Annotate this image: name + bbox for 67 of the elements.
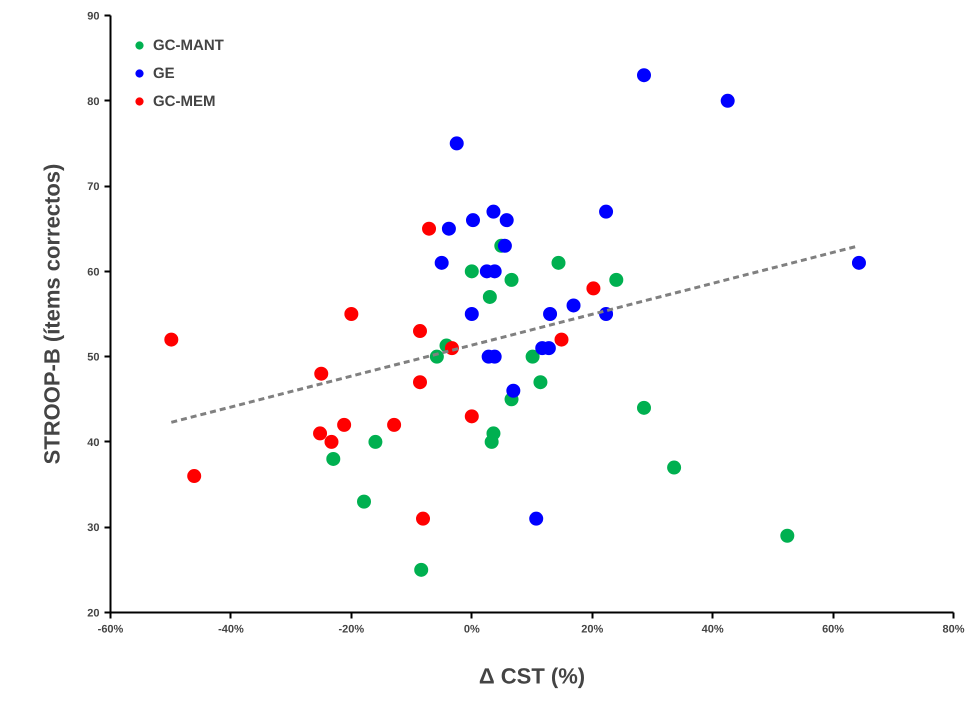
point <box>533 375 548 390</box>
y-tick-label: 70 <box>87 181 100 194</box>
point <box>466 213 480 228</box>
x-tick-label: 60% <box>822 624 844 636</box>
point <box>464 307 479 321</box>
legend-label: GC-MANT <box>153 36 224 54</box>
point <box>852 256 866 270</box>
point <box>551 256 566 270</box>
y-tick-label: 40 <box>87 436 100 449</box>
point <box>442 222 456 236</box>
x-tick-label: -60% <box>98 624 124 636</box>
y-tick-label: 30 <box>87 522 100 534</box>
legend-label: GC-MEM <box>153 92 216 110</box>
point <box>720 94 735 108</box>
x-tick-label: -40% <box>218 624 244 636</box>
point <box>529 512 544 526</box>
y-tick-label: 90 <box>87 10 100 22</box>
point <box>484 434 499 449</box>
point <box>187 469 202 484</box>
legend-label: GE <box>153 64 175 82</box>
point <box>314 366 328 381</box>
point <box>486 204 500 219</box>
point <box>413 375 427 390</box>
point <box>599 204 614 219</box>
point <box>526 350 540 364</box>
point <box>464 409 479 424</box>
x-tick-label: -20% <box>338 624 364 636</box>
point <box>434 256 449 270</box>
point <box>464 264 479 278</box>
point <box>504 272 519 287</box>
point <box>780 528 794 543</box>
point <box>500 213 514 228</box>
point <box>414 562 428 577</box>
x-axis-title: Δ CST (%) <box>478 664 586 688</box>
point <box>667 460 682 474</box>
point <box>506 384 520 398</box>
point <box>368 434 382 449</box>
y-tick-label: 80 <box>87 96 100 108</box>
point <box>344 307 358 321</box>
point <box>637 400 651 415</box>
point <box>543 307 558 321</box>
y-tick-label: 50 <box>87 352 100 364</box>
x-tick-label: 80% <box>942 624 965 636</box>
y-tick-label: 60 <box>87 266 100 278</box>
point <box>566 298 581 312</box>
x-tick-label: 20% <box>581 624 604 636</box>
point <box>313 426 328 440</box>
point <box>554 332 569 347</box>
point <box>609 272 624 287</box>
point <box>164 332 178 347</box>
point <box>450 136 464 150</box>
point <box>422 222 436 236</box>
point <box>337 418 352 432</box>
point <box>498 238 512 253</box>
point <box>326 452 340 466</box>
point <box>357 494 371 509</box>
x-tick-label: 40% <box>702 624 724 636</box>
point <box>637 68 651 82</box>
point <box>324 434 338 449</box>
point <box>413 324 427 338</box>
y-axis-title: STROOP-B (ítems correctos) <box>39 164 64 464</box>
x-tick-label: 0% <box>464 624 480 636</box>
point <box>482 290 497 304</box>
point <box>416 512 430 526</box>
y-tick-label: 20 <box>87 608 100 620</box>
point <box>586 281 600 296</box>
point <box>387 418 402 432</box>
